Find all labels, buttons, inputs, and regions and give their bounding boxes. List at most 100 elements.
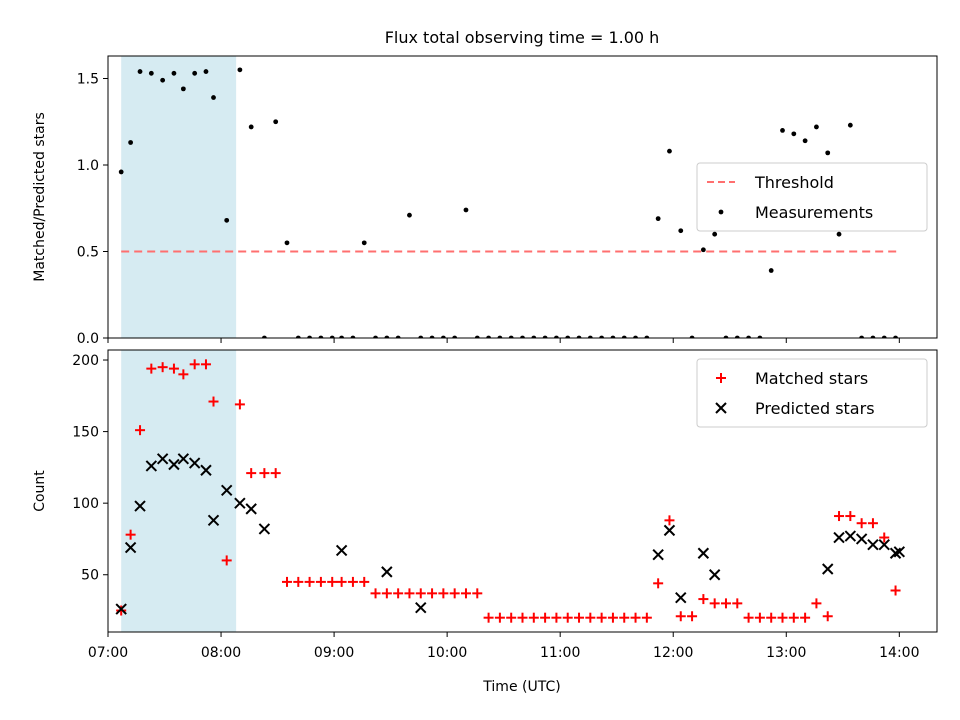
data-point-1-24-b (844, 530, 857, 542)
x-axis-label: Time (UTC) (482, 679, 560, 695)
data-point-1-7 (188, 457, 201, 469)
data-point-0-18 (315, 576, 326, 587)
data-point-1-40 (565, 335, 571, 338)
plot-area (118, 67, 900, 338)
data-point-1-34 (497, 335, 503, 338)
data-point-1-38 (542, 335, 548, 338)
data-point-0-2 (135, 425, 146, 436)
data-point-1-59 (780, 127, 785, 133)
data-point-0-28 (427, 588, 438, 599)
data-point-0-32 (472, 588, 483, 599)
data-point-1-5 (168, 458, 180, 471)
x-tick-label-2: 09:00 (314, 645, 354, 661)
data-point-0-15 (281, 576, 292, 587)
data-point-1-10 (220, 484, 233, 496)
data-point-1-36 (520, 335, 525, 338)
data-point-1-53 (712, 231, 718, 237)
data-point-1-47 (644, 335, 650, 338)
data-point-0-52 (698, 594, 709, 605)
data-point-0-55 (732, 598, 743, 609)
data-point-0-40 (562, 612, 573, 623)
legend-swatch-0 (716, 373, 726, 383)
data-point-1-32 (474, 335, 480, 338)
data-point-0-31 (460, 588, 471, 599)
data-point-1-52 (700, 247, 706, 253)
data-point-1-23 (833, 531, 845, 544)
data-point-1-8-b (200, 464, 212, 476)
data-point-0-54 (720, 598, 731, 609)
legend-swatch-1 (715, 402, 727, 414)
data-point-1-29 (440, 335, 446, 338)
data-point-1-20 (697, 547, 710, 559)
legend-item-1: Predicted stars (715, 399, 875, 418)
data-point-0-49 (664, 515, 675, 526)
data-point-1-12-b (245, 503, 257, 515)
data-point-1-35 (508, 335, 514, 338)
data-point-0-25 (393, 588, 404, 599)
data-point-1-9 (211, 95, 216, 100)
data-point-1-64 (836, 231, 842, 237)
data-point-1-25 (395, 335, 401, 338)
data-point-0-56 (743, 612, 754, 623)
x-tick-label-1: 08:00 (201, 645, 241, 661)
data-point-1-3 (148, 70, 154, 76)
data-point-0-1 (125, 529, 136, 540)
data-point-1-58 (768, 268, 774, 273)
data-point-0-38 (540, 612, 551, 623)
data-point-0-59 (777, 612, 788, 623)
data-point-1-29 (893, 546, 906, 558)
data-point-1-13-b (258, 523, 271, 535)
data-point-0-34 (494, 612, 505, 623)
data-point-0-29 (438, 588, 449, 599)
data-point-0-62 (811, 598, 822, 609)
data-point-1-26 (407, 212, 412, 218)
data-point-0-22 (359, 576, 370, 587)
data-point-0-36 (517, 612, 528, 623)
data-point-1-15 (284, 240, 290, 246)
data-point-0-48 (653, 578, 664, 589)
data-point-1-39 (554, 335, 559, 338)
data-point-0-4 (157, 362, 168, 373)
x-tick-label-6: 13:00 (766, 645, 806, 661)
data-point-1-3 (145, 460, 158, 472)
data-point-1-1 (124, 541, 137, 554)
data-point-1-54 (723, 335, 729, 338)
data-point-0-37 (528, 612, 539, 623)
data-point-0-5 (168, 363, 179, 374)
data-point-0-57 (754, 612, 765, 623)
data-point-1-2 (134, 500, 146, 512)
plot-area (115, 359, 906, 623)
x-tick-label-3: 10:00 (427, 645, 467, 661)
data-point-1-6 (177, 453, 190, 465)
data-point-1-15 (381, 566, 393, 578)
data-point-1-31 (463, 207, 469, 213)
data-point-0-30 (449, 588, 460, 599)
data-point-1-28 (429, 335, 435, 338)
data-point-1-6-b (177, 453, 190, 465)
data-point-1-22-b (822, 563, 834, 575)
data-point-1-69 (893, 335, 898, 338)
data-point-1-27 (878, 538, 890, 551)
data-point-0-68 (879, 532, 890, 543)
legend-label-1: Predicted stars (755, 399, 875, 418)
data-point-1-23-b (833, 531, 845, 544)
data-point-0-10 (221, 555, 232, 566)
data-point-1-0 (115, 603, 127, 615)
data-point-1-15-b (381, 566, 393, 578)
x-tick-label-0: 07:00 (88, 645, 128, 661)
data-point-1-55 (734, 335, 740, 338)
data-point-1-22 (361, 240, 367, 246)
data-point-1-0 (118, 169, 124, 175)
data-point-1-62 (814, 124, 819, 130)
data-point-1-17-b (652, 548, 664, 561)
data-point-1-27 (418, 335, 424, 338)
legend-swatch-1-b (715, 402, 727, 414)
series-0 (116, 359, 901, 623)
y-axis-label: Count (32, 470, 48, 512)
data-point-0-64 (834, 511, 845, 522)
data-point-1-19 (675, 591, 687, 604)
series-1 (118, 67, 898, 338)
x-tick-label-4: 11:00 (540, 645, 580, 661)
bottom-panel-count: 50 100 150 200 07:00 08:00 09:00 10:00 11:00 12:0… (32, 349, 938, 661)
